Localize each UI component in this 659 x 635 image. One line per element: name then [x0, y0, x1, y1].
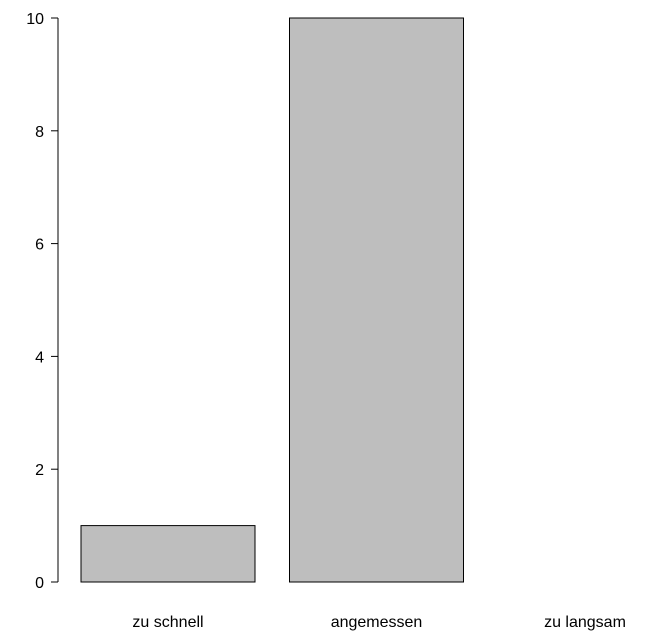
x-axis-labels: zu schnell angemessen zu langsam: [132, 614, 625, 631]
y-tick-label: 8: [35, 124, 44, 141]
x-category-label: zu langsam: [544, 614, 626, 631]
bar-angemessen: [289, 17, 464, 583]
y-tick-label: 2: [35, 462, 44, 479]
bars: [80, 17, 464, 583]
y-axis: 0 2 4 6 8 10: [26, 11, 59, 592]
y-tick-label: 6: [35, 237, 44, 254]
y-tick-label: 0: [35, 575, 44, 592]
bar-zu-schnell: [80, 525, 256, 583]
y-tick-label: 10: [26, 11, 44, 28]
x-category-label: zu schnell: [132, 614, 203, 631]
y-tick-label: 4: [35, 349, 44, 366]
x-category-label: angemessen: [331, 614, 423, 631]
